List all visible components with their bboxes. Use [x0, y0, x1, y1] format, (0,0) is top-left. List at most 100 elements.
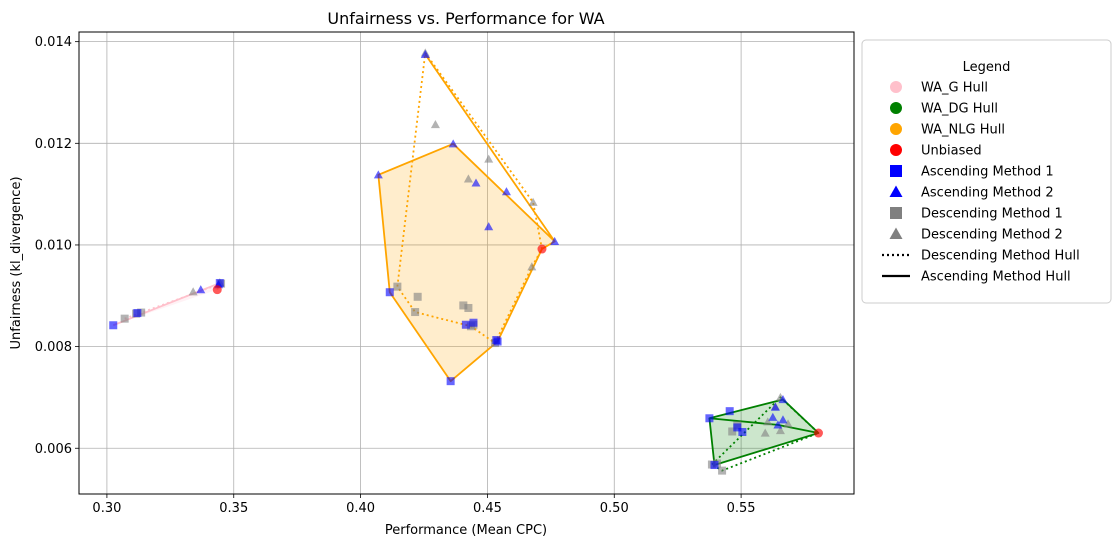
legend-label: Descending Method Hull	[921, 249, 1080, 264]
legend-marker-circle	[890, 102, 902, 114]
x-tick-label: 0.55	[727, 501, 756, 516]
x-tick-label: 0.40	[346, 501, 375, 516]
plot-frame	[78, 31, 855, 495]
legend-label: WA_G Hull	[921, 81, 988, 96]
ascending-method-2-point	[373, 170, 383, 179]
y-tick-label: 0.006	[35, 442, 72, 457]
unbiased-point	[813, 428, 823, 438]
ascending-method-2-point	[448, 139, 458, 148]
legend: Legend WA_G Hull WA_DG Hull WA_NLG Hull Unbi…	[861, 39, 1112, 304]
ascending-method-2-point	[484, 222, 494, 231]
descending-method-1-point	[459, 301, 468, 310]
chart-title: Unfairness vs. Performance for WA	[327, 9, 604, 28]
descending-method-2-point	[763, 417, 773, 426]
legend-label: WA_NLG Hull	[921, 123, 1005, 138]
x-axis-label: Performance (Mean CPC)	[385, 523, 547, 538]
legend-box	[861, 39, 1112, 304]
descending-method-2-point	[484, 154, 494, 163]
x-tick-label: 0.35	[219, 501, 248, 516]
legend-entry: Ascending Method 2	[889, 185, 1054, 201]
descending-method-1-point	[411, 308, 420, 317]
legend-entry: Unbiased	[890, 144, 982, 159]
y-tick-label: 0.008	[35, 340, 72, 355]
legend-label: Descending Method 2	[921, 228, 1063, 243]
ascending-method-1-point	[738, 427, 747, 436]
ascending-method-1-point	[133, 309, 142, 318]
legend-entry: WA_G Hull	[890, 81, 988, 96]
descending-method-1-point	[464, 303, 473, 312]
legend-entry: WA_NLG Hull	[890, 123, 1005, 138]
ascending-method-2-point	[770, 402, 780, 411]
legend-entry: Descending Method 1	[890, 207, 1063, 222]
plot-data	[109, 48, 823, 475]
descending-method-2-point	[463, 174, 473, 183]
ascending-method-1-point	[446, 377, 455, 386]
legend-marker-triangle	[889, 227, 903, 239]
group-WA_NLG	[373, 48, 560, 386]
descending-method-2-point	[783, 419, 793, 428]
ascending-method-2-point	[471, 178, 481, 187]
legend-entry: WA_DG Hull	[890, 102, 998, 117]
unbiased-point	[537, 244, 547, 254]
ascending-method-1-point	[493, 337, 502, 346]
legend-marker-circle	[890, 123, 902, 135]
legend-marker-triangle	[889, 185, 903, 197]
descending-method-1-point	[718, 466, 727, 475]
descending-method-1-point	[393, 282, 402, 291]
legend-entry: Ascending Method Hull	[882, 270, 1071, 285]
ascending-method-1-point	[725, 407, 734, 416]
legend-marker-circle	[890, 81, 902, 93]
group-WA_DG	[705, 392, 823, 475]
x-tick-label: 0.50	[600, 501, 629, 516]
group-WA_G	[109, 278, 226, 330]
grid-lines	[79, 32, 854, 494]
ascending-method-1-point	[710, 461, 719, 470]
legend-entry: Ascending Method 1	[890, 165, 1054, 180]
legend-title: Legend	[963, 60, 1011, 75]
ascending-method-1-point	[469, 318, 478, 327]
x-tick-label: 0.45	[473, 501, 502, 516]
legend-entry: Descending Method 2	[889, 227, 1063, 243]
y-tick-label: 0.010	[35, 238, 72, 253]
y-tick-label: 0.012	[35, 137, 72, 152]
legend-marker-circle	[890, 144, 902, 156]
ascending-method-1-point	[705, 414, 714, 423]
legend-label: Descending Method 1	[921, 207, 1063, 222]
unbiased-point	[212, 285, 222, 295]
x-tick-label: 0.30	[92, 501, 121, 516]
hull-fill	[378, 54, 555, 382]
ascending-method-2-point	[420, 49, 430, 58]
descending-method-2-point	[528, 197, 538, 206]
ascending-method-2-point	[196, 285, 206, 294]
legend-entry: Descending Method Hull	[882, 249, 1080, 264]
ascending-method-1-point	[385, 288, 394, 297]
ascending-method-1-point	[733, 423, 742, 432]
legend-label: Ascending Method 1	[921, 165, 1054, 180]
descending-method-1-point	[728, 427, 737, 436]
descending-method-1-point	[413, 292, 422, 301]
legend-label: WA_DG Hull	[921, 102, 998, 117]
ascending-method-2-point	[768, 412, 778, 421]
ascending-method-2-point	[550, 236, 560, 245]
y-axis-label: Unfairness (kl_divergence)	[9, 176, 24, 349]
legend-marker-square	[890, 207, 902, 219]
ascending-method-1-point	[461, 320, 470, 329]
descending-method-2-point	[527, 262, 537, 271]
ascending-method-2-point	[778, 394, 788, 404]
y-tick-label: 0.014	[35, 35, 72, 50]
descending-method-2-point	[188, 287, 198, 296]
legend-label: Ascending Method Hull	[921, 270, 1071, 285]
descending-method-2-point	[775, 425, 785, 435]
descending-method-2-point	[760, 428, 770, 437]
legend-label: Ascending Method 2	[921, 186, 1054, 201]
legend-marker-square	[890, 165, 902, 177]
legend-label: Unbiased	[921, 144, 982, 159]
ascending-method-2-point	[778, 415, 788, 424]
descending-method-1-point	[120, 314, 129, 323]
ascending-method-2-point	[773, 420, 783, 429]
descending-method-2-point	[430, 120, 440, 129]
ascending-method-1-point	[109, 321, 118, 330]
ascending-method-2-point	[501, 187, 511, 196]
axes: 0.30 0.35 0.40 0.45 0.50 0.55 0.006 0.008 0.010 0…	[35, 35, 756, 516]
